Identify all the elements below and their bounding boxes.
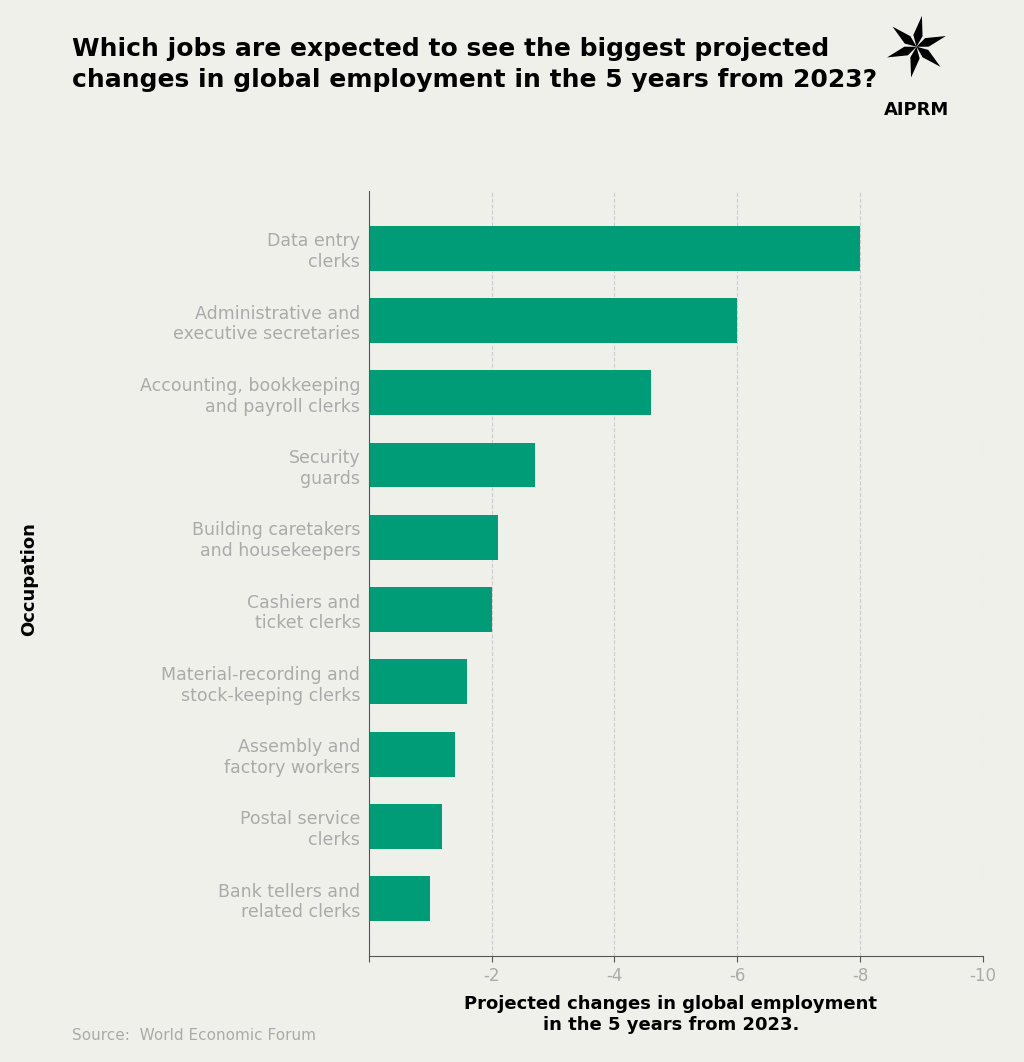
Text: Which jobs are expected to see the biggest projected
changes in global employmen: Which jobs are expected to see the bigge…: [72, 37, 877, 91]
Bar: [369, 443, 535, 487]
Polygon shape: [916, 36, 946, 47]
Text: AIPRM: AIPRM: [884, 101, 949, 119]
Polygon shape: [887, 47, 916, 57]
Polygon shape: [913, 16, 923, 47]
Polygon shape: [910, 47, 920, 78]
Bar: [369, 732, 455, 776]
Bar: [369, 876, 430, 921]
Bar: [369, 371, 651, 415]
Bar: [369, 804, 442, 849]
Text: Occupation: Occupation: [20, 521, 39, 636]
Polygon shape: [916, 47, 940, 67]
Bar: [369, 226, 860, 271]
Text: Projected changes in global employment: Projected changes in global employment: [464, 995, 878, 1012]
Text: Source:  World Economic Forum: Source: World Economic Forum: [72, 1028, 315, 1043]
Bar: [369, 660, 467, 704]
Text: in the 5 years from 2023.: in the 5 years from 2023.: [543, 1016, 799, 1033]
Bar: [369, 298, 737, 343]
Bar: [369, 515, 498, 560]
Polygon shape: [893, 27, 916, 47]
Bar: [369, 587, 492, 632]
